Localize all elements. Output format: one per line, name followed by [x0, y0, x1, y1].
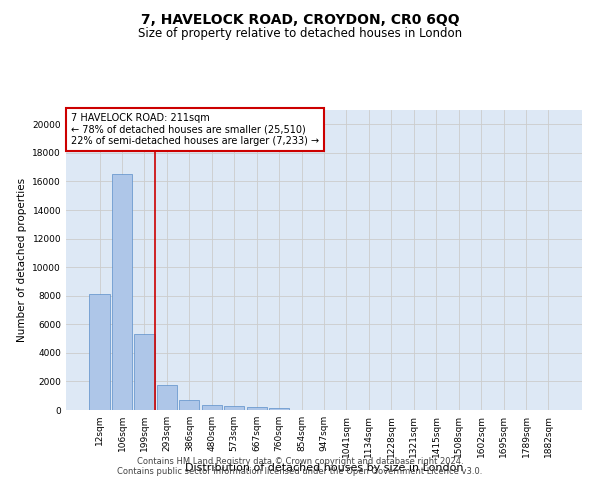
Bar [112, 174, 132, 410]
Text: 7, HAVELOCK ROAD, CROYDON, CR0 6QQ: 7, HAVELOCK ROAD, CROYDON, CR0 6QQ [140, 12, 460, 26]
Y-axis label: Number of detached properties: Number of detached properties [17, 178, 27, 342]
Bar [157, 385, 177, 410]
Bar [202, 405, 222, 410]
Text: Contains HM Land Registry data © Crown copyright and database right 2024.: Contains HM Land Registry data © Crown c… [137, 458, 463, 466]
X-axis label: Distribution of detached houses by size in London: Distribution of detached houses by size … [185, 462, 463, 472]
Bar [247, 407, 267, 410]
Text: Contains public sector information licensed under the Open Government Licence v3: Contains public sector information licen… [118, 468, 482, 476]
Text: 7 HAVELOCK ROAD: 211sqm
← 78% of detached houses are smaller (25,510)
22% of sem: 7 HAVELOCK ROAD: 211sqm ← 78% of detache… [71, 113, 319, 146]
Bar [224, 406, 244, 410]
Bar [179, 400, 199, 410]
Text: Size of property relative to detached houses in London: Size of property relative to detached ho… [138, 28, 462, 40]
Bar [134, 334, 155, 410]
Bar [89, 294, 110, 410]
Bar [269, 408, 289, 410]
